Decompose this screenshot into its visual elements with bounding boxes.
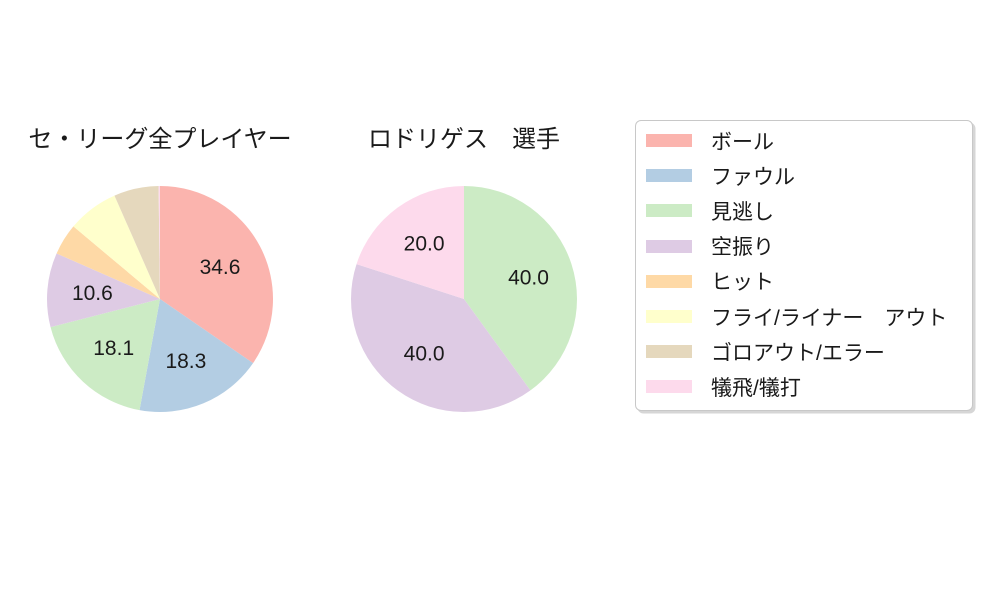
legend-item-4: ヒット	[646, 264, 972, 299]
legend-item-6: ゴロアウト/エラー	[646, 334, 972, 369]
legend-swatch-icon	[646, 239, 692, 253]
pie-slice-2	[356, 185, 464, 299]
legend-label: 空振り	[711, 236, 774, 260]
pie-slice-0	[160, 185, 273, 363]
pie-slice-6	[114, 185, 160, 299]
legend-label: 犠飛/犠打	[711, 376, 801, 400]
pie-slice-5	[73, 195, 160, 299]
legend-swatch-icon	[646, 134, 692, 148]
pie-percent-label: 10.6	[72, 282, 113, 305]
left-pie-chart: 34.6 18.3 18.1 10.6	[47, 185, 273, 412]
pie-slice-7	[158, 185, 160, 299]
left-pie-title: セ・リーグ全プレイヤー	[28, 126, 292, 153]
pie-percent-label: 20.0	[404, 232, 445, 255]
legend-label: 見逃し	[711, 200, 774, 224]
legend-swatch-icon	[646, 380, 692, 394]
legend-item-7: 犠飛/犠打	[646, 369, 972, 404]
legend-box: ボールファウル見逃し空振りヒットフライ/ライナー アウト ゴロアウト/エラー 犠飛/…	[635, 120, 973, 411]
legend-item-0: ボール	[646, 123, 972, 158]
pie-percent-label: 18.1	[93, 337, 134, 360]
pie-slice-0	[464, 185, 578, 390]
pie-slice-1	[139, 298, 254, 412]
pie-percent-label: 40.0	[508, 266, 549, 289]
legend-swatch-icon	[646, 310, 692, 324]
legend-swatch-icon	[646, 345, 692, 359]
pie-percent-label: 18.3	[165, 350, 206, 373]
pie-slice-1	[350, 263, 531, 412]
right-pie-chart: 40.0 40.0 20.0	[350, 185, 578, 412]
pie-percent-label: 40.0	[404, 342, 445, 365]
pie-slice-2	[50, 298, 160, 410]
legend-label: ボール	[711, 130, 774, 154]
legend-swatch-icon	[646, 169, 692, 183]
pie-percent-label: 34.6	[200, 256, 241, 279]
pie-slice-3	[47, 252, 161, 327]
legend-swatch-icon	[646, 204, 692, 218]
legend-label: ファウル	[711, 165, 795, 189]
legend-item-2: 見逃し	[646, 193, 972, 228]
legend-label: ゴロアウト/エラー	[711, 341, 885, 365]
legend-label: フライ/ライナー アウト	[711, 306, 948, 330]
legend-label: ヒット	[711, 271, 774, 295]
pie-slice-4	[56, 225, 160, 299]
legend-item-5: フライ/ライナー アウト	[646, 299, 972, 334]
legend-swatch-icon	[646, 274, 692, 288]
legend-item-1: ファウル	[646, 158, 972, 193]
right-pie-title: ロドリゲス 選手	[368, 126, 560, 153]
legend-item-3: 空振り	[646, 229, 972, 264]
